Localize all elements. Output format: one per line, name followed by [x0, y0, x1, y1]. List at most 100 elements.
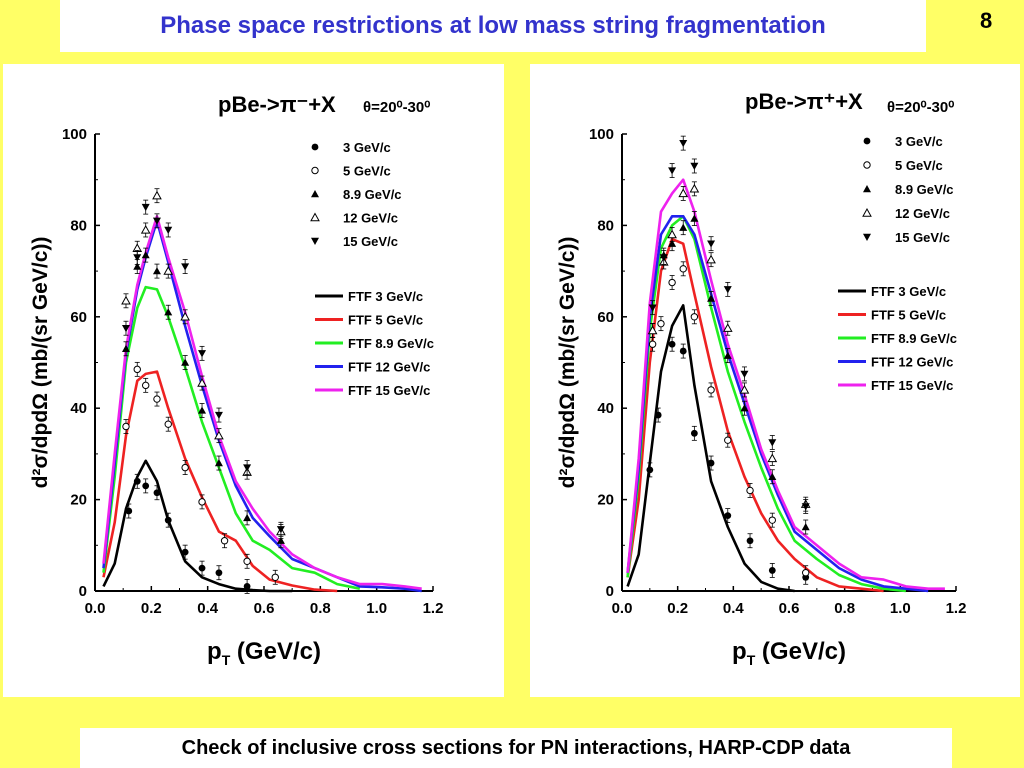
data-point — [152, 267, 161, 275]
y-tick-label: 20 — [70, 492, 87, 509]
x-tick-label: 1.0 — [366, 600, 387, 617]
model-line-0 — [102, 459, 293, 593]
data-point — [802, 569, 810, 577]
data-point — [657, 319, 665, 328]
x-tick-label: 0.0 — [85, 600, 106, 617]
data-point — [690, 214, 699, 222]
data-point — [125, 507, 133, 515]
legend-label: 12 GeV/c — [895, 206, 950, 221]
legend-label: FTF 15 GeV/c — [871, 378, 953, 393]
data-point — [723, 286, 732, 294]
data-point — [153, 489, 161, 497]
data-point — [723, 351, 732, 359]
legend-label: 8.9 GeV/c — [343, 187, 402, 202]
model-line-3 — [102, 219, 422, 593]
x-axis-label: pT (GeV/c) — [732, 638, 846, 668]
data-point — [180, 311, 190, 321]
data-point — [768, 439, 777, 447]
data-point — [164, 420, 172, 428]
data-point — [767, 453, 778, 463]
data-point — [690, 313, 699, 321]
page-number: 8 — [980, 8, 993, 33]
data-point — [740, 370, 749, 378]
legend-marker-3 — [862, 207, 872, 217]
data-point — [164, 516, 172, 524]
data-point — [679, 223, 688, 231]
legend-marker-3 — [310, 212, 320, 222]
y-tick-label: 60 — [70, 309, 87, 326]
x-tick-label: 0.2 — [667, 600, 688, 617]
data-series-0 — [646, 336, 810, 585]
x-tick-label: 0.6 — [779, 600, 800, 617]
data-point — [164, 308, 173, 316]
x-tick-label: 1.2 — [946, 600, 967, 617]
data-series-1 — [648, 261, 810, 581]
data-point — [801, 523, 810, 531]
legend-label: FTF 8.9 GeV/c — [348, 336, 434, 351]
data-point — [152, 217, 161, 225]
data-point — [141, 251, 150, 259]
data-point — [243, 583, 251, 590]
x-tick-label: 0.6 — [254, 600, 275, 617]
y-tick-label: 0 — [79, 583, 87, 600]
legend-label: 5 GeV/c — [895, 158, 943, 173]
data-point — [121, 295, 131, 305]
data-point — [198, 406, 207, 414]
data-point — [724, 436, 732, 444]
legend-marker-2 — [863, 185, 871, 193]
data-point — [746, 486, 754, 495]
data-point — [121, 344, 130, 352]
angle-label: θ=20⁰-30⁰ — [887, 99, 954, 116]
data-point — [198, 350, 207, 358]
legend-label: 5 GeV/c — [343, 164, 391, 179]
legend-marker-0 — [863, 137, 871, 145]
legend-label: 12 GeV/c — [343, 211, 398, 226]
data-point — [647, 325, 658, 335]
legend-label: FTF 8.9 GeV/c — [871, 331, 957, 346]
data-series-4 — [648, 135, 810, 514]
data-point — [668, 239, 677, 247]
data-point — [164, 226, 173, 234]
data-point — [121, 325, 130, 333]
legend-label: 15 GeV/c — [343, 234, 398, 249]
data-point — [133, 477, 141, 485]
model-line-3 — [626, 215, 929, 593]
caption-text: Check of inclusive cross sections for PN… — [181, 736, 851, 759]
data-point — [133, 254, 142, 262]
slide-title-box: Phase space restrictions at low mass str… — [60, 0, 926, 52]
y-tick-label: 80 — [70, 217, 87, 234]
model-line-4 — [626, 178, 945, 591]
x-tick-label: 0.0 — [612, 600, 633, 617]
data-point — [707, 294, 716, 302]
y-tick-label: 40 — [70, 400, 87, 417]
data-point — [215, 569, 223, 577]
data-point — [740, 404, 749, 412]
data-point — [801, 503, 810, 511]
data-point — [724, 512, 732, 519]
y-tick-label: 40 — [597, 400, 614, 417]
legend-marker-4 — [863, 233, 871, 241]
data-point — [668, 340, 676, 348]
chart-pi-plus: pBe->π⁺+X θ=20⁰-30⁰ 0.0 0.2 0.4 0.6 0.8 1.0 1.2 0… — [556, 89, 967, 668]
data-point — [679, 347, 687, 355]
y-axis-label: d²σ/dpdΩ (mb/(sr GeV/c)) — [556, 237, 579, 489]
chart-title: pBe->π⁻+X — [218, 92, 336, 117]
data-point — [152, 190, 162, 200]
data-point — [181, 548, 189, 556]
data-point — [707, 386, 715, 394]
data-point — [142, 482, 150, 490]
y-axis-label: d²σ/dpdΩ (mb/(sr GeV/c)) — [29, 237, 52, 489]
legend-label: FTF 3 GeV/c — [348, 289, 423, 304]
data-point — [243, 557, 251, 565]
data-point — [689, 183, 700, 193]
y-tick-label: 20 — [597, 492, 614, 509]
legend-marker-1 — [863, 161, 871, 169]
data-point — [679, 265, 687, 273]
data-series-2 — [121, 247, 285, 549]
data-point — [646, 466, 654, 474]
data-series-1 — [122, 361, 279, 585]
data-point — [706, 254, 716, 264]
data-point — [198, 498, 206, 506]
x-tick-label: 0.4 — [197, 600, 219, 617]
legend-label: 8.9 GeV/c — [895, 182, 954, 197]
